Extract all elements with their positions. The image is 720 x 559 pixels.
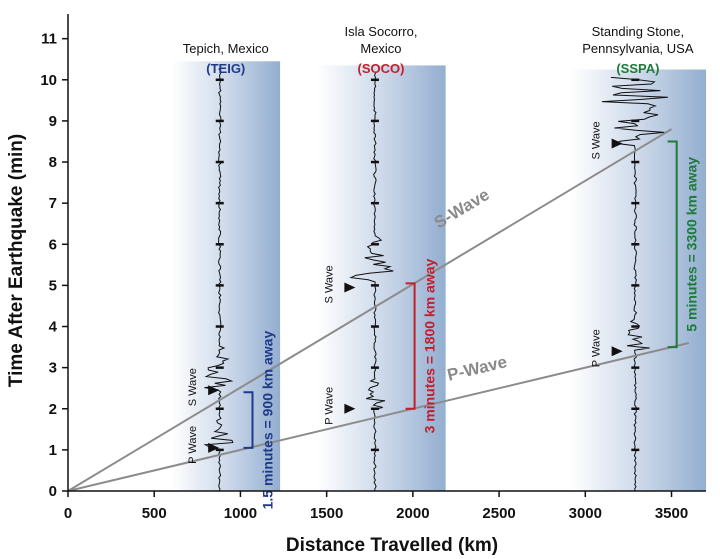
p-wave-label: P Wave [591,329,603,367]
s-arrival-marker [208,385,220,396]
x-tick-label: 500 [142,505,167,522]
x-tick-label: 0 [64,505,72,522]
bracket-label: 3 minutes = 1800 km away [422,258,438,433]
y-tick-label: 5 [49,277,57,294]
y-tick-label: 7 [49,195,57,212]
interval-brackets: 1.5 minutes = 900 km away 3 minutes = 180… [243,140,700,510]
station-band [569,69,706,491]
s-arrival-marker [344,282,356,293]
y-tick-label: 1 [49,442,57,459]
x-tick-label: 3000 [569,505,602,522]
series-label-p-wave: P-Wave [445,352,509,385]
y-tick-label: 10 [40,72,57,89]
axes: 0 1 2 3 4 5 6 7 8 9 10 11 0 500 1000 1500 2000 2500 3000 35… [40,14,706,522]
station-name-line: Standing Stone, [592,24,685,39]
y-tick-label: 4 [49,319,58,336]
y-tick-label: 6 [49,236,57,253]
seismogram-trace [203,68,234,492]
station-labels: Tepich, Mexico (TEIG) Isla Socorro, Mexico (… [183,24,694,76]
y-tick-label: 2 [49,401,57,418]
series-line-p-wave [67,342,690,492]
station-name-line: Pennsylvania, USA [582,41,694,56]
station-code: (TEIG) [206,61,245,76]
station-code: (SSPA) [616,61,659,76]
station-name-line: Tepich, Mexico [183,41,269,56]
station-code: (SOCO) [357,61,404,76]
y-tick-label: 11 [41,31,57,48]
interval-bracket [243,391,254,449]
p-wave-label: P Wave [323,387,335,425]
bracket-label: 5 minutes = 3300 km away [684,157,700,332]
p-wave-label: P Wave [187,426,199,464]
interval-bracket [405,282,416,410]
station-name-line: Mexico [360,41,401,56]
x-tick-label: 1000 [224,505,257,522]
series-line-s-wave [67,128,673,492]
seismogram-traces [203,68,668,492]
s-arrival-marker [611,138,623,149]
s-wave-label: S Wave [591,121,603,159]
x-tick-label: 3500 [655,505,688,522]
seismogram-trace [349,72,394,492]
s-wave-label: S Wave [323,265,335,303]
wave-arrival-markers: P Wave S Wave P Wave S Wave P Wave S Wave [187,121,623,464]
interval-bracket [667,140,678,349]
s-wave-label: S Wave [187,368,199,406]
y-tick-label: 3 [49,360,57,377]
x-tick-label: 1500 [310,505,343,522]
p-arrival-marker [208,442,220,453]
y-axis-title: Time After Earthquake (min) [6,134,27,387]
p-arrival-marker [611,346,623,357]
x-tick-label: 2000 [396,505,429,522]
x-axis-title: Distance Travelled (km) [286,535,498,556]
station-name-line: Isla Socorro, [344,24,417,39]
y-tick-label: 0 [49,483,57,500]
bracket-label: 1.5 minutes = 900 km away [260,331,276,510]
y-tick-label: 9 [49,113,57,130]
station-band [171,61,281,492]
y-tick-label: 8 [49,154,57,171]
x-tick-label: 2500 [482,505,515,522]
p-arrival-marker [344,403,356,414]
